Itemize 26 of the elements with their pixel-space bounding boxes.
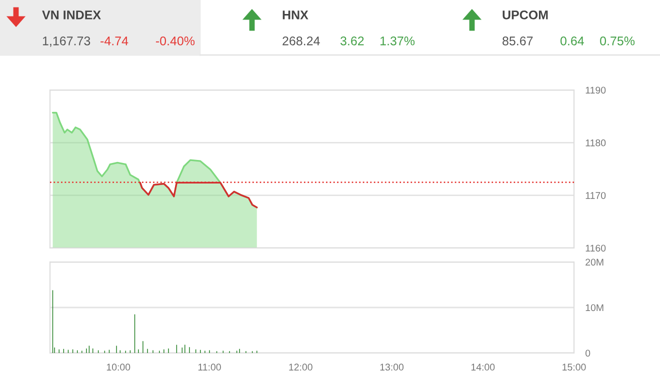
y-tick-label: 10M <box>586 304 604 312</box>
text: 3.62 <box>340 36 364 46</box>
x-tick-label: 14:00 <box>471 364 495 371</box>
y-tick-label: 20M <box>586 258 604 266</box>
text: 1.37% <box>380 36 415 46</box>
y-tick-label: 1180 <box>586 139 606 146</box>
text: 268.24 <box>282 36 320 46</box>
text: VN INDEX <box>42 10 101 20</box>
text: 85.67 <box>502 36 533 46</box>
y-tick-label: 1160 <box>586 244 606 252</box>
text: 0.64 <box>560 36 584 46</box>
x-tick-label: 10:00 <box>106 364 130 371</box>
text: UPCOM <box>502 10 548 20</box>
x-tick-label: 15:00 <box>562 364 586 371</box>
text: 1,167.73 <box>42 36 90 47</box>
text: HNX <box>282 10 308 20</box>
y-tick-label: 1190 <box>586 86 606 94</box>
y-tick-label: 1170 <box>586 192 606 199</box>
text: -4.74 <box>100 36 128 46</box>
y-tick-label: 0 <box>585 350 590 357</box>
text: 0.75% <box>600 36 635 46</box>
text: -0.40% <box>156 36 195 46</box>
x-tick-label: 13:00 <box>380 364 404 371</box>
x-tick-label: 12:00 <box>289 364 312 371</box>
x-tick-label: 11:00 <box>198 364 221 371</box>
line-series <box>139 182 258 208</box>
